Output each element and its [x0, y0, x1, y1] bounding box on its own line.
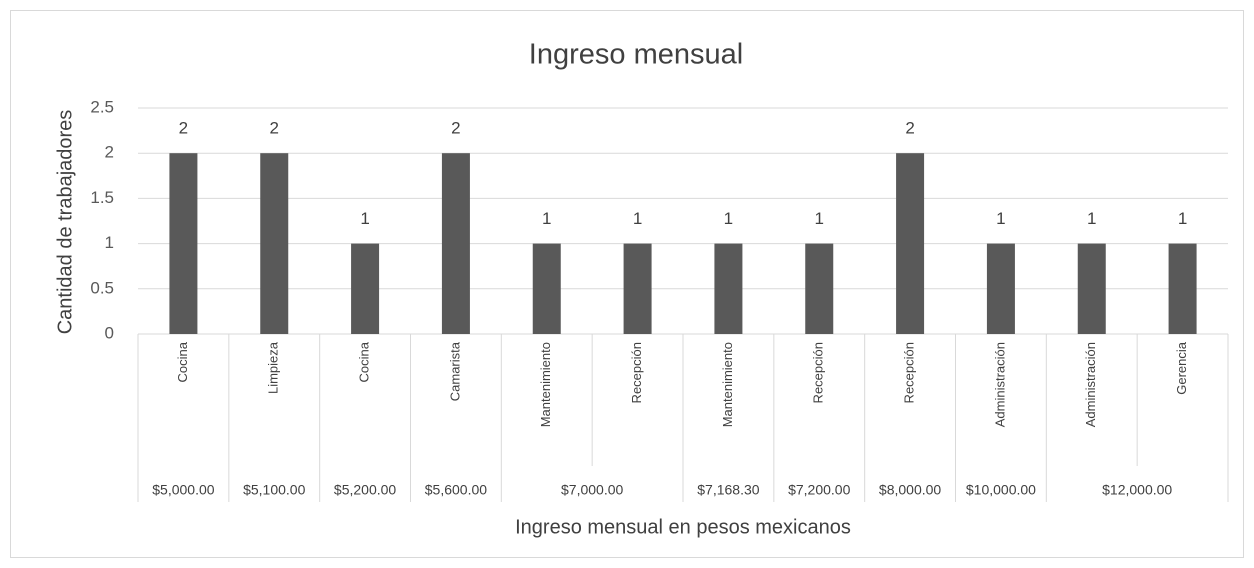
- group-label: $7,200.00: [788, 482, 850, 498]
- group-label: $5,000.00: [152, 482, 214, 498]
- group-label: $7,168.30: [697, 482, 759, 498]
- group-label: $8,000.00: [879, 482, 941, 498]
- x-tick-label: Recepción: [629, 342, 644, 403]
- x-axis-label: Ingreso mensual en pesos mexicanos: [515, 516, 851, 538]
- data-label: 2: [270, 119, 279, 138]
- x-tick-label: Camarista: [447, 341, 462, 401]
- y-axis-label: Cantidad de trabajadores: [54, 110, 76, 335]
- x-tick-label: Limpieza: [266, 341, 281, 394]
- group-label: $5,200.00: [334, 482, 396, 498]
- x-tick-label: Gerencia: [1174, 341, 1189, 395]
- bar: [169, 153, 198, 334]
- data-label: 1: [996, 209, 1005, 228]
- group-label: $12,000.00: [1102, 482, 1172, 498]
- x-tick-label: Mantenimiento: [538, 342, 553, 427]
- data-label: 1: [542, 209, 551, 228]
- data-label: 2: [179, 119, 188, 138]
- data-label: 1: [724, 209, 733, 228]
- x-tick-label: Recepción: [902, 342, 917, 403]
- x-tick-label: Mantenimiento: [720, 342, 735, 427]
- bar: [351, 243, 380, 334]
- data-label: 2: [451, 119, 460, 138]
- bar: [805, 243, 834, 334]
- bar: [1077, 243, 1106, 334]
- y-tick-label: 1: [105, 233, 114, 252]
- x-tick-label: Cocina: [357, 341, 372, 382]
- bar: [986, 243, 1015, 334]
- x-tick-label: Recepción: [811, 342, 826, 403]
- bar: [441, 153, 470, 334]
- y-tick-label: 2: [105, 143, 114, 162]
- group-label: $7,000.00: [561, 482, 623, 498]
- group-label: $5,100.00: [243, 482, 305, 498]
- y-tick-label: 2.5: [90, 97, 114, 116]
- bar: [532, 243, 561, 334]
- data-label: 1: [815, 209, 824, 228]
- group-label: $10,000.00: [966, 482, 1036, 498]
- x-tick-label: Administración: [1083, 342, 1098, 427]
- data-label: 1: [633, 209, 642, 228]
- y-tick-label: 0: [105, 323, 114, 342]
- chart-title: Ingreso mensual: [529, 39, 743, 71]
- bar: [623, 243, 652, 334]
- x-tick-label: Administración: [992, 342, 1007, 427]
- data-label: 1: [1087, 209, 1096, 228]
- bar: [896, 153, 925, 334]
- bar: [260, 153, 289, 334]
- bar: [714, 243, 743, 334]
- data-label: 2: [905, 119, 914, 138]
- x-tick-label: Cocina: [175, 341, 190, 382]
- y-tick-label: 1.5: [90, 188, 114, 207]
- group-label: $5,600.00: [425, 482, 487, 498]
- y-tick-label: 0.5: [90, 278, 114, 297]
- data-label: 1: [1178, 209, 1187, 228]
- data-label: 1: [360, 209, 369, 228]
- bar: [1168, 243, 1197, 334]
